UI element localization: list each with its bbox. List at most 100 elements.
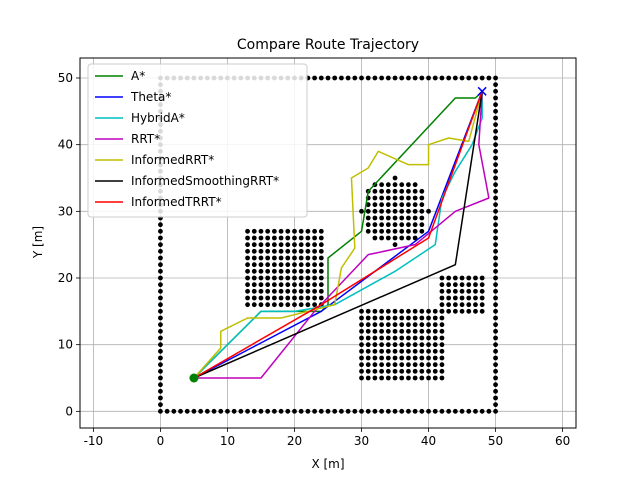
obstacle-point xyxy=(265,408,271,414)
obstacle-point xyxy=(204,408,210,414)
obstacle-point xyxy=(318,282,324,288)
obstacle-point xyxy=(493,122,498,128)
obstacle-point xyxy=(258,235,264,241)
obstacle-point xyxy=(399,342,405,348)
obstacle-point xyxy=(406,315,411,321)
obstacle-point xyxy=(385,222,391,228)
series-line xyxy=(193,91,490,379)
obstacle-point xyxy=(406,362,411,368)
obstacle-point xyxy=(251,302,257,308)
obstacle-point xyxy=(332,408,338,414)
y-tick-label: 40 xyxy=(58,138,73,152)
obstacle-point xyxy=(379,335,385,341)
obstacle-point xyxy=(292,282,297,288)
obstacle-point xyxy=(493,282,498,288)
obstacle-point xyxy=(258,255,264,261)
obstacle-point xyxy=(325,408,331,414)
obstacle-point xyxy=(392,308,398,314)
obstacle-point xyxy=(258,242,264,248)
obstacle-point xyxy=(258,295,264,301)
obstacle-point xyxy=(318,228,324,234)
obstacle-point xyxy=(298,288,304,294)
obstacle-point xyxy=(493,128,498,134)
y-tick-label: 20 xyxy=(58,271,73,285)
obstacle-point xyxy=(365,202,371,208)
obstacle-point xyxy=(493,202,498,208)
obstacle-point xyxy=(385,202,391,208)
obstacle-point xyxy=(399,355,405,361)
obstacle-point xyxy=(412,222,418,228)
obstacle-point xyxy=(493,182,498,188)
obstacle-point xyxy=(305,268,311,274)
obstacle-point xyxy=(292,408,297,414)
obstacle-point xyxy=(292,235,297,241)
obstacle-point xyxy=(251,295,257,301)
obstacle-point xyxy=(372,315,378,321)
obstacle-point xyxy=(158,382,163,388)
obstacle-point xyxy=(392,328,398,334)
obstacle-point xyxy=(372,348,378,354)
obstacle-point xyxy=(419,368,425,374)
obstacle-point xyxy=(372,202,378,208)
obstacle-point xyxy=(158,268,163,274)
obstacle-point xyxy=(292,288,297,294)
obstacle-point xyxy=(379,75,385,81)
obstacle-point xyxy=(452,282,458,288)
obstacle-point xyxy=(271,242,277,248)
obstacle-point xyxy=(493,88,498,94)
obstacle-point xyxy=(258,275,264,281)
obstacle-point xyxy=(392,175,398,181)
obstacle-point xyxy=(339,75,344,81)
obstacle-point xyxy=(278,295,284,301)
obstacle-point xyxy=(479,75,485,81)
x-tick-label: 20 xyxy=(287,434,302,448)
obstacle-point xyxy=(285,268,291,274)
obstacle-point xyxy=(479,282,485,288)
obstacle-point xyxy=(379,182,385,188)
obstacle-point xyxy=(218,408,224,414)
obstacle-point xyxy=(278,288,284,294)
obstacle-point xyxy=(158,402,163,408)
obstacle-point xyxy=(158,255,163,261)
goal-marker xyxy=(477,86,487,96)
obstacle-point xyxy=(493,222,498,228)
obstacle-point xyxy=(446,288,452,294)
obstacle-point xyxy=(245,268,250,274)
obstacle-point xyxy=(359,408,364,414)
obstacle-point xyxy=(158,348,163,354)
obstacle-point xyxy=(412,328,418,334)
obstacle-point xyxy=(379,188,385,194)
obstacle-point xyxy=(158,328,163,334)
obstacle-point xyxy=(452,288,458,294)
obstacle-point xyxy=(271,248,277,254)
obstacle-point xyxy=(292,255,297,261)
obstacle-point xyxy=(298,242,304,248)
obstacle-point xyxy=(278,262,284,268)
obstacle-point xyxy=(493,175,498,181)
obstacle-point xyxy=(359,375,364,381)
obstacle-point xyxy=(158,315,163,321)
obstacle-point xyxy=(318,408,324,414)
obstacle-point xyxy=(379,222,385,228)
obstacle-point xyxy=(419,335,425,341)
obstacle-point xyxy=(372,215,378,221)
legend: A* Theta* HybridA* RRT* InformedRRT* Informed… xyxy=(87,63,308,218)
obstacle-point xyxy=(312,408,317,414)
obstacle-point xyxy=(392,235,398,241)
obstacle-point xyxy=(439,368,445,374)
obstacle-point xyxy=(406,202,411,208)
obstacle-point xyxy=(251,275,257,281)
obstacle-point xyxy=(466,302,472,308)
obstacle-point xyxy=(158,355,163,361)
series-line xyxy=(193,91,483,379)
obstacle-point xyxy=(432,362,438,368)
obstacle-point xyxy=(466,275,472,281)
obstacle-point xyxy=(285,408,291,414)
obstacle-point xyxy=(493,335,498,341)
obstacle-point xyxy=(446,302,452,308)
obstacle-point xyxy=(399,215,405,221)
x-tick-label: 50 xyxy=(488,434,503,448)
obstacle-point xyxy=(466,408,472,414)
obstacle-point xyxy=(379,228,385,234)
obstacle-point xyxy=(426,315,431,321)
